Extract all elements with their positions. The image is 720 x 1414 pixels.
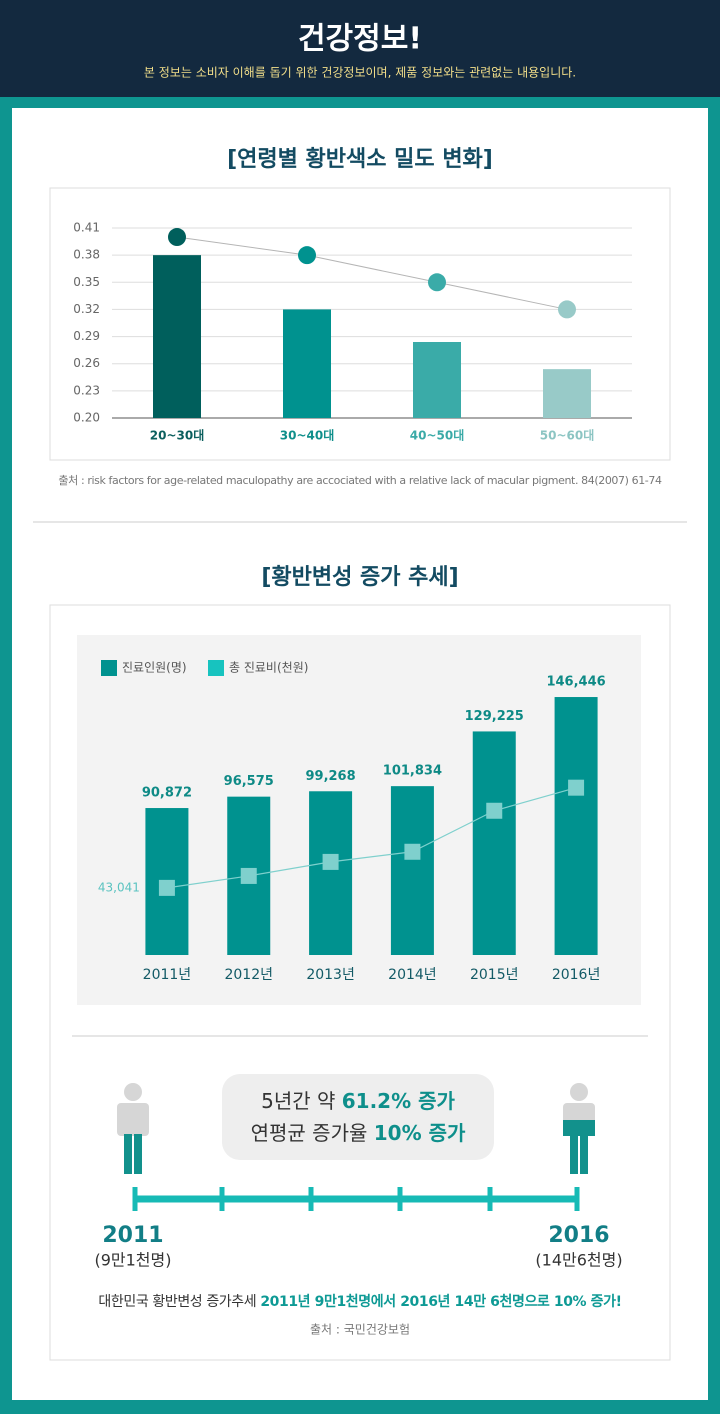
x-tick-label: 2011년 bbox=[143, 967, 192, 983]
x-tick-label: 20~30대 bbox=[150, 429, 205, 443]
bar bbox=[554, 697, 598, 955]
bar bbox=[309, 791, 353, 955]
point bbox=[158, 879, 175, 896]
highlight-box bbox=[222, 1074, 494, 1160]
value-label: 129,225 bbox=[465, 709, 524, 724]
y-tick-label: 0.38 bbox=[73, 248, 100, 262]
legend-label: 진료인원(명) bbox=[122, 661, 187, 675]
point bbox=[558, 300, 576, 319]
bar bbox=[283, 309, 331, 418]
header-title: 건강정보! bbox=[298, 22, 422, 57]
header-subtitle: 본 정보는 소비자 이해를 돕기 위한 건강정보이며, 제품 정보와는 관련없는… bbox=[144, 66, 576, 80]
point bbox=[486, 802, 503, 819]
bar bbox=[472, 731, 516, 955]
value-label: 96,575 bbox=[224, 774, 274, 789]
point bbox=[568, 779, 585, 796]
y-tick-label: 0.32 bbox=[73, 302, 100, 316]
bar bbox=[543, 369, 591, 418]
highlight-strong: 10% 증가 bbox=[374, 1121, 466, 1145]
legend-label: 총 진료비(천원) bbox=[229, 660, 308, 675]
person-icon bbox=[563, 1083, 595, 1174]
timeline-count: (9만1천명) bbox=[94, 1251, 171, 1270]
timeline-year: 2016 bbox=[548, 1223, 609, 1248]
highlight-text: 5년간 약 bbox=[261, 1089, 342, 1113]
point bbox=[404, 843, 421, 860]
bar bbox=[153, 255, 201, 418]
highlight: 5년간 약 61.2% 증가 bbox=[261, 1089, 455, 1113]
timeline-count: (14만6천명) bbox=[535, 1251, 622, 1270]
point bbox=[240, 867, 257, 884]
person-icon bbox=[117, 1083, 149, 1174]
y-tick-label: 0.41 bbox=[73, 221, 100, 235]
y-tick-label: 0.20 bbox=[73, 411, 100, 425]
point bbox=[322, 853, 339, 870]
point bbox=[428, 273, 446, 292]
point bbox=[298, 246, 316, 265]
value-label: 101,834 bbox=[383, 764, 442, 779]
summary-strong: 2011년 9만1천명에서 2016년 14만 6천명으로 10% 증가! bbox=[260, 1293, 621, 1310]
x-tick-label: 2012년 bbox=[224, 967, 273, 983]
x-tick-label: 2013년 bbox=[306, 967, 355, 983]
x-tick-label: 40~50대 bbox=[410, 429, 465, 443]
y-tick-label: 0.23 bbox=[73, 383, 100, 397]
x-tick-label: 30~40대 bbox=[280, 429, 335, 443]
bar bbox=[413, 342, 461, 418]
line bbox=[176, 236, 568, 310]
value-label: 90,872 bbox=[142, 786, 192, 801]
x-tick-label: 2015년 bbox=[470, 967, 519, 983]
summary-text: 대한민국 황반변성 증가추세 bbox=[98, 1294, 260, 1310]
line bbox=[166, 787, 577, 889]
legend-swatch bbox=[208, 660, 224, 676]
y-tick-label: 0.26 bbox=[73, 356, 100, 370]
highlight: 연평균 증가율 10% 증가 bbox=[251, 1121, 466, 1145]
bar bbox=[390, 786, 434, 955]
header-bg bbox=[0, 0, 720, 97]
highlight-strong: 61.2% 증가 bbox=[342, 1089, 456, 1113]
y-tick-label: 0.29 bbox=[73, 329, 100, 343]
x-tick-label: 2014년 bbox=[388, 967, 437, 983]
value-label: 146,446 bbox=[546, 675, 605, 690]
y-tick-label: 0.35 bbox=[73, 275, 100, 289]
source: 출처 : risk factors for age-related maculo… bbox=[58, 474, 662, 487]
point bbox=[168, 228, 186, 247]
x-tick-label: 2016년 bbox=[552, 967, 601, 983]
highlight-text: 연평균 증가율 bbox=[251, 1121, 374, 1145]
legend-swatch bbox=[101, 660, 117, 676]
timeline-year: 2011 bbox=[102, 1223, 163, 1248]
chart-frame bbox=[49, 187, 671, 461]
x-tick-label: 50~60대 bbox=[540, 429, 595, 443]
source: 출처 : 국민건강보험 bbox=[310, 1323, 410, 1337]
chart-title: [연령별 황반색소 밀도 변화] bbox=[227, 147, 493, 172]
chart-title: [황반변성 증가 추세] bbox=[261, 565, 458, 590]
value-label: 99,268 bbox=[305, 769, 355, 784]
summary: 대한민국 황반변성 증가추세 2011년 9만1천명에서 2016년 14만 6… bbox=[98, 1293, 621, 1310]
timeline bbox=[132, 1187, 580, 1211]
value-label: 43,041 bbox=[98, 880, 140, 894]
